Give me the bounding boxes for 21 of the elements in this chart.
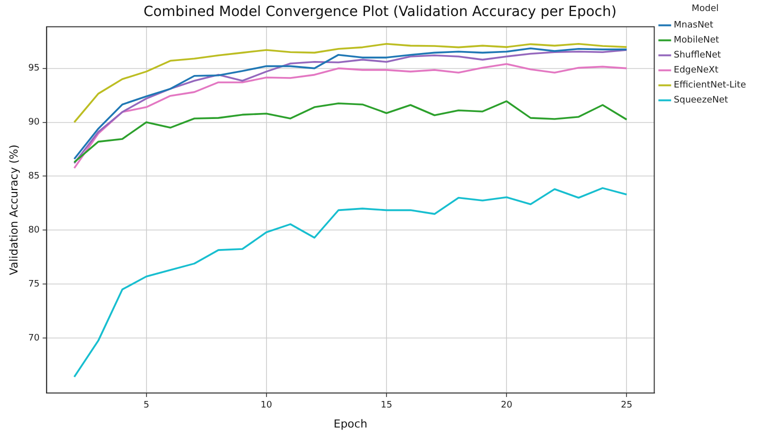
x-axis-title: Epoch <box>334 417 368 430</box>
y-tick-label: 75 <box>28 279 40 290</box>
legend-label: MobileNet <box>674 36 720 46</box>
legend-label: EfficientNet-Lite <box>674 80 746 91</box>
y-tick-label: 70 <box>28 333 40 344</box>
x-tick-label: 25 <box>620 400 632 411</box>
x-tick-label: 5 <box>143 400 150 411</box>
legend-title: Model <box>692 4 719 14</box>
x-tick-label: 15 <box>380 400 392 411</box>
x-tick-label: 20 <box>500 400 513 411</box>
y-tick-label: 90 <box>28 118 40 128</box>
y-tick-label: 85 <box>28 172 40 182</box>
x-tick-label: 10 <box>260 400 272 411</box>
chart-title: Combined Model Convergence Plot (Validation Accuracy per Epoch) <box>143 4 617 20</box>
y-tick-label: 80 <box>28 225 40 236</box>
legend-label: MnasNet <box>674 20 714 31</box>
legend-label: EdgeNeXt <box>674 66 719 76</box>
y-tick-label: 95 <box>28 64 40 74</box>
legend-label: SqueezeNet <box>674 96 728 106</box>
legend-label: ShuffleNet <box>674 50 722 61</box>
y-axis-title: Validation Accuracy (%) <box>7 144 20 276</box>
